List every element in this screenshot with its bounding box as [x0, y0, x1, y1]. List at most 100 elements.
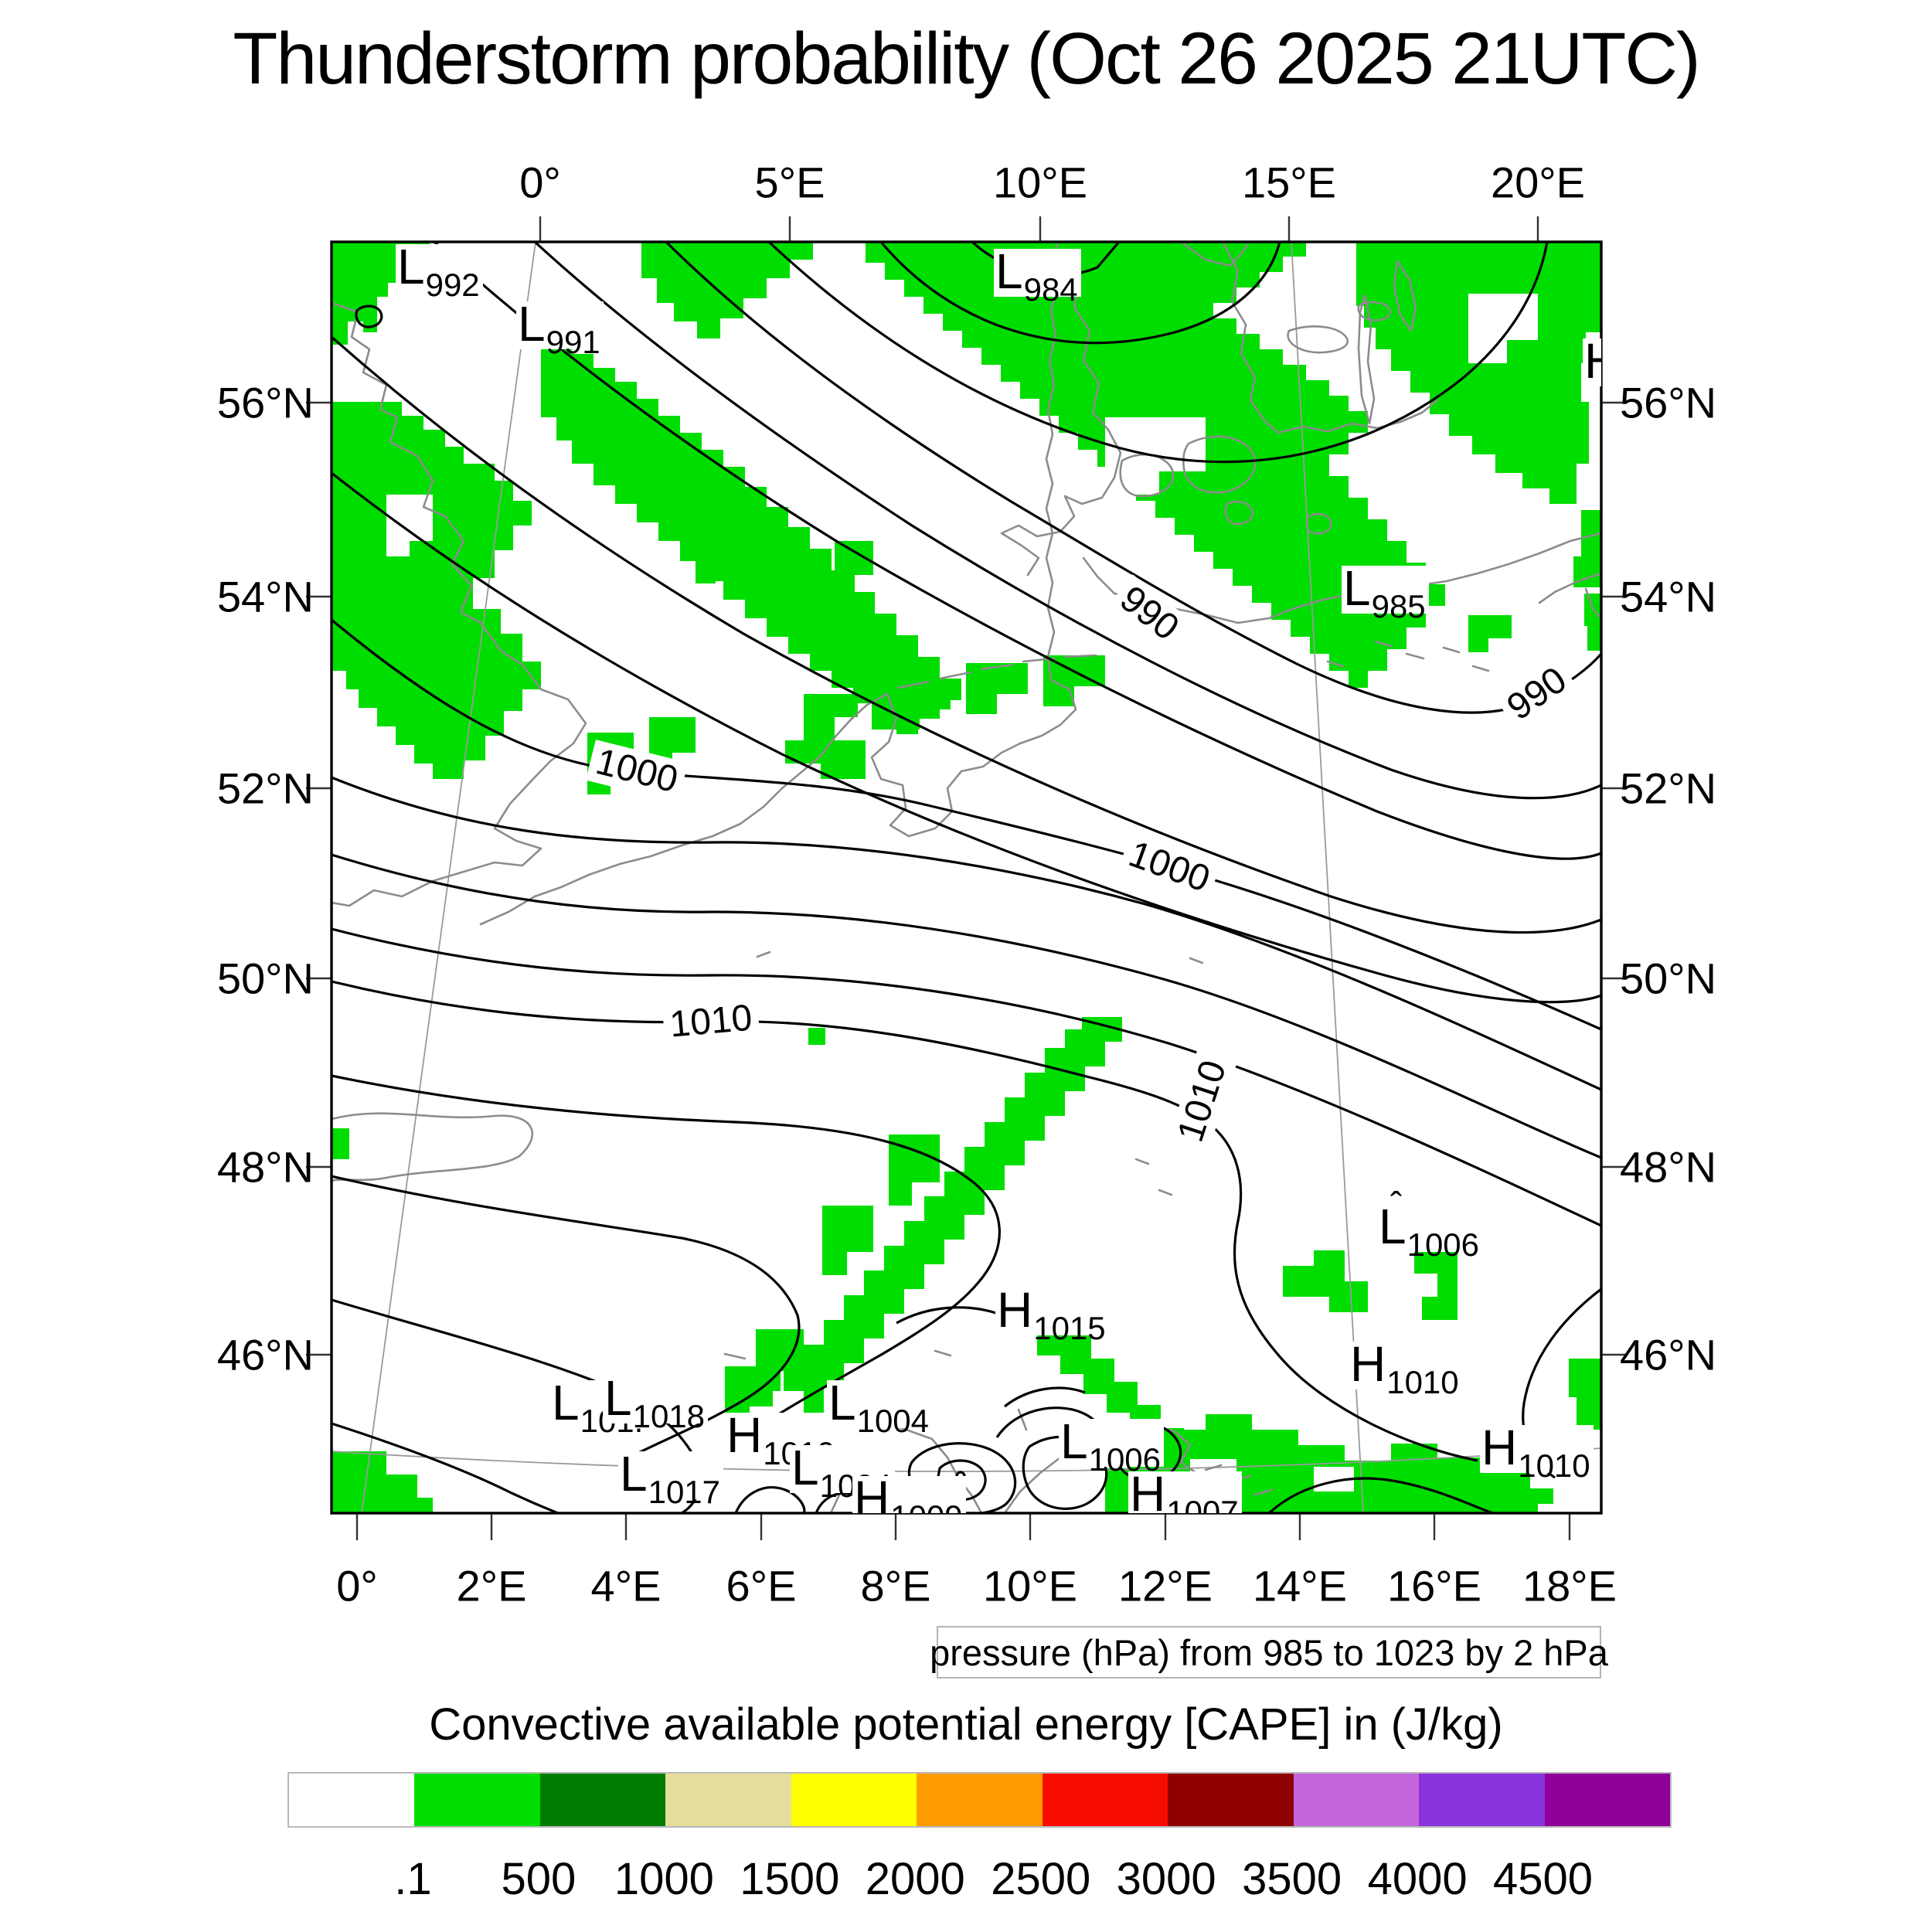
cape-region — [1043, 655, 1105, 706]
colorbar-cell — [791, 1774, 917, 1826]
coastline — [1019, 243, 1077, 745]
isobar-contour — [332, 1422, 559, 1513]
cape-region — [1573, 510, 1601, 587]
coastline — [1151, 1424, 1274, 1513]
page-title: Thunderstorm probability (Oct 26 2025 21… — [233, 18, 1700, 100]
isobar-contour — [332, 471, 1601, 1004]
bottom-axis-label: 6°E — [726, 1561, 797, 1611]
coastline — [1182, 435, 1257, 494]
pressure-center-l1006: L1006 — [1059, 1417, 1165, 1476]
isobar-contour-closed — [355, 304, 383, 328]
isobar-contour — [332, 980, 1478, 1462]
coastline — [1538, 572, 1601, 620]
cape-hole — [1314, 1467, 1354, 1492]
pressure-center-l985: L985 — [1342, 563, 1429, 623]
colorbar-cell — [665, 1774, 791, 1826]
right-axis-label: 52°N — [1620, 764, 1717, 813]
colorbar-cell — [1544, 1774, 1670, 1826]
coastline — [1393, 260, 1417, 332]
coastline — [332, 301, 587, 907]
cape-region — [804, 694, 858, 740]
left-axis-label: 52°N — [216, 764, 314, 813]
colorbar-cell — [917, 1774, 1043, 1826]
bottom-axis-label: 18°E — [1522, 1561, 1617, 1611]
cape-region — [808, 1028, 825, 1045]
cape-region — [784, 1017, 1122, 1413]
colorbar-cell — [1293, 1774, 1420, 1826]
pressure-center-h1007: H1007 — [1128, 1469, 1242, 1513]
contour-label-1010: 1010 — [662, 996, 760, 1047]
contour-label-1010: 1010 — [1168, 1049, 1237, 1153]
colorbar-tick-label: 4500 — [1493, 1854, 1594, 1904]
left-axis-label: 50°N — [216, 954, 314, 1003]
contour-label-990: 990 — [1107, 574, 1192, 653]
cape-region — [1283, 1250, 1368, 1312]
isobar-contour — [332, 1074, 1001, 1433]
colorbar-cell — [289, 1774, 415, 1826]
cape-colorbar — [287, 1772, 1672, 1828]
cape-region — [1569, 1359, 1601, 1430]
cape-region — [966, 663, 1028, 714]
contour-label-1000: 1000 — [585, 740, 689, 803]
right-axis-label: 50°N — [1620, 954, 1717, 1003]
colorbar-cell — [1419, 1774, 1545, 1826]
colorbar-tick-label: 1000 — [614, 1854, 714, 1904]
isobar-contour — [767, 242, 1549, 464]
coastline — [479, 692, 889, 926]
cape-region — [835, 541, 873, 594]
cape-region — [641, 242, 813, 338]
right-axis-label: 56°N — [1620, 378, 1717, 427]
isobar-contour-closed — [1004, 1386, 1086, 1408]
pressure-center-l992: L992 — [396, 242, 483, 301]
bottom-axis-label: 10°E — [982, 1561, 1078, 1611]
pressure-center-h1009: H1009 — [852, 1474, 966, 1513]
colorbar-cell — [1168, 1774, 1294, 1826]
graticule-line — [332, 1447, 1601, 1472]
isobar-contour-closed — [734, 1486, 806, 1513]
bottom-axis-label: 0° — [336, 1561, 378, 1611]
coastline — [870, 692, 1022, 838]
right-axis-label: 54°N — [1620, 572, 1717, 621]
cape-region — [696, 541, 734, 583]
cape-region — [332, 1451, 433, 1513]
cape-region — [1468, 615, 1512, 652]
pressure-center-l1017: L1017 — [618, 1449, 724, 1509]
top-axis-label: 0° — [519, 158, 561, 207]
map-overlay: L992 L991 L984 L985 H L1006 H1015 H1010 H1010 L10… — [332, 242, 1601, 1513]
right-axis-label: 48°N — [1620, 1142, 1717, 1192]
isobar-contour — [332, 335, 1601, 934]
pressure-center-l984: L984 — [994, 247, 1081, 306]
contour-label-990: 990 — [1495, 655, 1580, 733]
pressure-legend-box: pressure (hPa) from 985 to 1023 by 2 hPa — [930, 1626, 1608, 1679]
caret-mark: ˆ — [1390, 1185, 1403, 1225]
cape-region — [889, 1134, 940, 1206]
map-frame — [330, 240, 1603, 1515]
cape-region — [1414, 1250, 1458, 1320]
cape-region — [822, 1206, 873, 1275]
isobar-contour — [332, 853, 1601, 1159]
cape-region — [872, 679, 951, 730]
pressure-center-h: H — [1583, 336, 1601, 386]
colorbar-tick-label: 500 — [501, 1854, 577, 1904]
top-axis-label: 10°E — [992, 158, 1088, 207]
coastline — [332, 1112, 533, 1182]
left-axis-label: 54°N — [216, 572, 314, 621]
left-axis-label: 56°N — [216, 378, 314, 427]
coastline — [756, 951, 1204, 1196]
top-axis-label: 20°E — [1490, 158, 1586, 207]
pressure-center-h1015: H1015 — [995, 1285, 1109, 1345]
bottom-axis-label: 16°E — [1386, 1561, 1482, 1611]
bottom-axis-label: 8°E — [860, 1561, 931, 1611]
top-axis-label: 5°E — [754, 158, 825, 207]
cape-region — [332, 1128, 349, 1159]
cape-region — [332, 402, 541, 779]
colorbar-tick-label: 3000 — [1116, 1854, 1216, 1904]
bottom-axis-label: 12°E — [1117, 1561, 1213, 1611]
colorbar-title: Convective available potential energy [C… — [429, 1699, 1503, 1750]
isobar-contour — [332, 1175, 801, 1456]
cape-region — [1584, 594, 1601, 651]
cape-region — [1356, 242, 1601, 504]
pressure-center-l1004: L1004 — [827, 1378, 933, 1437]
